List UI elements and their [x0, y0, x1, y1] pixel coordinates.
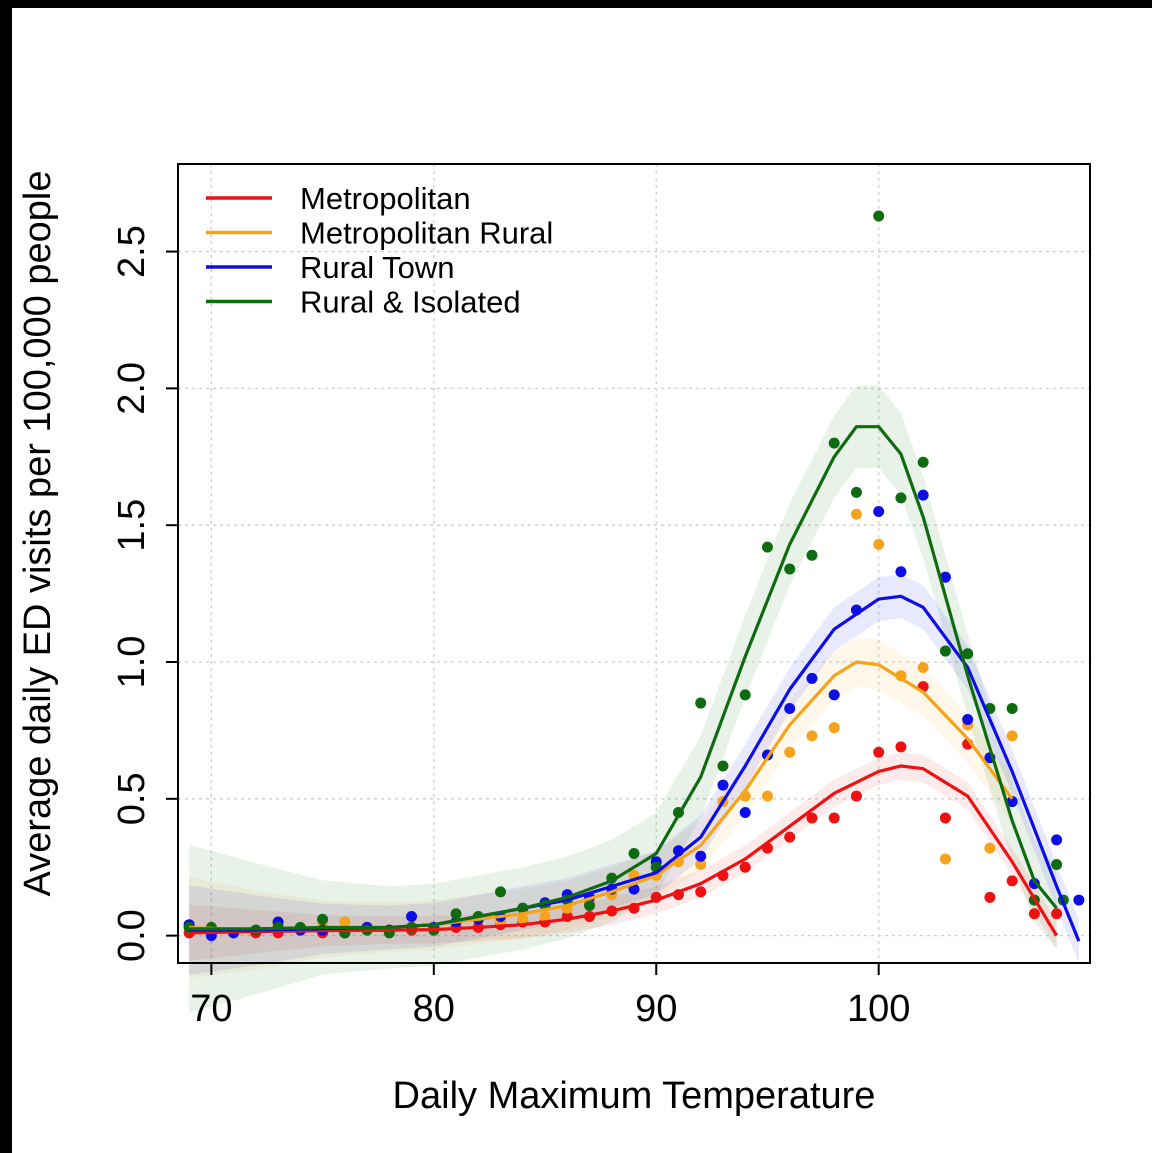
data-point — [895, 566, 907, 578]
legend-label: Metropolitan Rural — [300, 216, 553, 251]
data-point — [717, 779, 729, 791]
fit-lines — [189, 425, 1081, 942]
data-point — [784, 746, 796, 758]
data-point — [984, 842, 996, 854]
data-point — [761, 541, 773, 553]
y-tick-label: 0.5 — [111, 772, 153, 825]
chart-page: 70 80 90 100 0.0 0.5 1.0 1.5 2.0 2.5 Metropolita… — [12, 8, 1152, 1153]
data-point — [1006, 796, 1018, 808]
chart-svg: 70 80 90 100 0.0 0.5 1.0 1.5 2.0 2.5 Metropolita… — [17, 163, 1091, 1117]
data-point — [695, 850, 707, 862]
data-point — [917, 489, 929, 501]
legend-label: Metropolitan — [300, 181, 471, 216]
data-point — [873, 506, 885, 518]
data-point — [873, 538, 885, 550]
fit-line — [189, 425, 1058, 931]
x-tick-label: 80 — [413, 988, 455, 1030]
data-point — [739, 861, 751, 873]
data-point — [717, 760, 729, 772]
data-point — [1028, 908, 1040, 920]
y-tick-label: 1.0 — [111, 636, 153, 689]
data-point — [739, 689, 751, 701]
confidence-band — [189, 752, 1057, 961]
data-point — [317, 913, 329, 925]
y-tick-label: 1.5 — [111, 499, 153, 552]
data-point — [1051, 858, 1063, 870]
x-tick-label: 100 — [847, 988, 910, 1030]
data-point — [828, 437, 840, 449]
data-point — [584, 900, 596, 912]
data-point — [517, 913, 529, 925]
data-point — [628, 848, 640, 860]
data-point — [806, 549, 818, 561]
data-point — [917, 456, 929, 468]
data-point — [628, 883, 640, 895]
data-point — [450, 908, 462, 920]
x-tick-label: 90 — [635, 988, 677, 1030]
x-tick-label: 70 — [190, 988, 232, 1030]
x-axis-ticks: 70 80 90 100 — [190, 963, 910, 1030]
data-point — [539, 910, 551, 922]
data-point — [828, 722, 840, 734]
data-point — [1051, 834, 1063, 846]
data-point — [1051, 908, 1063, 920]
data-point — [895, 492, 907, 504]
data-point — [895, 741, 907, 753]
data-point — [962, 713, 974, 725]
data-point — [873, 210, 885, 222]
y-tick-label: 2.0 — [111, 362, 153, 415]
data-point — [1006, 730, 1018, 742]
data-point — [784, 563, 796, 575]
data-point — [939, 645, 951, 657]
y-axis-ticks: 0.0 0.5 1.0 1.5 2.0 2.5 — [111, 225, 178, 962]
data-point — [339, 916, 351, 928]
data-point — [828, 689, 840, 701]
x-axis-label: Daily Maximum Temperature — [393, 1075, 876, 1117]
data-point — [850, 790, 862, 802]
data-point — [939, 812, 951, 824]
data-point — [806, 812, 818, 824]
y-tick-label: 2.5 — [111, 225, 153, 278]
data-point — [850, 508, 862, 520]
y-axis-label: Average daily ED visits per 100,000 peop… — [17, 171, 59, 897]
plot-frame — [177, 163, 1091, 964]
fit-line — [189, 764, 1059, 937]
legend-label: Rural Town — [300, 250, 455, 285]
data-point — [784, 831, 796, 843]
data-point — [917, 661, 929, 673]
data-point — [739, 807, 751, 819]
grid — [178, 164, 1090, 963]
data-point — [984, 891, 996, 903]
data-point — [784, 703, 796, 715]
data-point — [850, 486, 862, 498]
confidence-band — [189, 637, 1013, 978]
data-point — [406, 910, 418, 922]
data-point — [806, 672, 818, 684]
data-point — [962, 648, 974, 660]
data-point — [806, 730, 818, 742]
data-point — [695, 697, 707, 709]
data-point — [939, 571, 951, 583]
data-point — [1006, 703, 1018, 715]
data-point — [873, 746, 885, 758]
data-point — [761, 790, 773, 802]
data-point — [939, 853, 951, 865]
data-point — [495, 886, 507, 898]
data-point — [1073, 894, 1085, 906]
data-point — [828, 812, 840, 824]
y-tick-label: 0.0 — [111, 909, 153, 962]
data-point — [695, 858, 707, 870]
legend-label: Rural & Isolated — [300, 285, 521, 320]
data-point — [695, 886, 707, 898]
data-point — [1006, 875, 1018, 887]
